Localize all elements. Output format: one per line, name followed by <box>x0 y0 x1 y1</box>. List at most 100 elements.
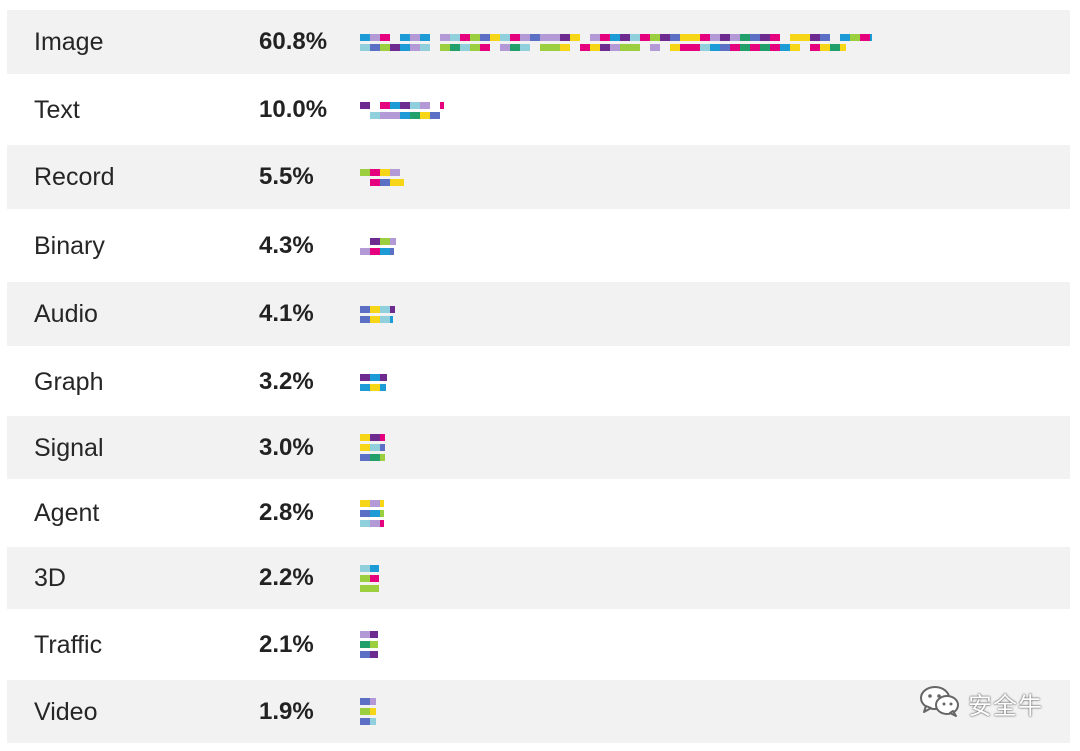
bar-segment <box>370 575 379 582</box>
bar-segment <box>380 238 390 245</box>
bar-segment <box>610 44 620 51</box>
bar-segment <box>640 44 650 51</box>
bar-segment <box>440 44 450 51</box>
chart-row: Traffic 2.1% <box>7 611 1070 678</box>
bar-segment <box>520 34 530 41</box>
bar-segment <box>380 306 390 313</box>
bar-segment <box>390 169 400 176</box>
bar-segment <box>770 34 780 41</box>
bar-segment <box>400 102 410 109</box>
bar-segment <box>760 34 770 41</box>
bar-segment <box>360 179 370 186</box>
bar-segment <box>710 34 720 41</box>
chart-row: 3D 2.2% <box>7 547 1070 609</box>
bar-segment <box>360 34 370 41</box>
bar-segment <box>630 44 640 51</box>
bar-segment <box>570 44 580 51</box>
bar-segment <box>850 34 860 41</box>
bar-segment <box>750 44 760 51</box>
bar <box>360 34 872 51</box>
bar <box>360 698 376 725</box>
bar <box>360 306 395 323</box>
bar-segment <box>430 112 440 119</box>
chart-row: Signal 3.0% <box>7 416 1070 479</box>
bar-segment <box>680 44 690 51</box>
bar-segment <box>540 44 550 51</box>
bar-segment <box>640 34 650 41</box>
bar-segment <box>370 374 380 381</box>
bar-segment <box>650 34 660 41</box>
bar-segment <box>380 444 385 451</box>
bar-segment <box>390 248 394 255</box>
value-label: 10.0% <box>259 96 328 123</box>
bar-segment <box>410 102 420 109</box>
bar-segment <box>390 34 400 41</box>
chart-row: Video 1.9% <box>7 680 1070 743</box>
bar-segment <box>380 454 385 461</box>
bar-segment <box>840 44 846 51</box>
bar-segment <box>370 169 380 176</box>
bar-segment <box>740 44 750 51</box>
value-label: 5.5% <box>259 163 314 190</box>
bar-segment <box>360 384 370 391</box>
bar-segment <box>520 44 530 51</box>
bar-segment <box>380 316 390 323</box>
bar-segment <box>390 238 396 245</box>
bar-segment <box>670 44 680 51</box>
bar-segment <box>440 34 450 41</box>
bar-segment <box>370 248 380 255</box>
bar-segment <box>620 44 630 51</box>
value-label: 60.8% <box>259 28 328 55</box>
wechat-icon <box>918 684 962 723</box>
bar-segment <box>360 575 370 582</box>
bar-segment <box>820 44 830 51</box>
bar-segment <box>400 34 410 41</box>
category-label: Graph <box>34 368 104 396</box>
bar-segment <box>400 169 406 176</box>
bar-segment <box>370 112 380 119</box>
bar-segment <box>480 44 490 51</box>
value-label: 2.8% <box>259 499 314 526</box>
bar-segment <box>370 698 376 705</box>
bar-segment <box>790 44 800 51</box>
bar-segment <box>370 384 380 391</box>
bar-segment <box>360 169 370 176</box>
bar-segment <box>410 44 420 51</box>
bar-segment <box>360 238 370 245</box>
bar-segment <box>390 316 393 323</box>
bar-segment <box>450 34 460 41</box>
bar-segment <box>810 34 820 41</box>
bar-segment <box>360 112 370 119</box>
bar-segment <box>380 179 390 186</box>
bar <box>360 500 384 527</box>
bar-segment <box>360 631 370 638</box>
bar-segment <box>700 34 710 41</box>
category-label: Video <box>34 698 98 726</box>
bar-segment <box>360 585 370 592</box>
bar-segment <box>370 651 378 658</box>
bar-segment <box>610 34 620 41</box>
bar-segment <box>360 44 370 51</box>
bar-segment <box>370 500 380 507</box>
bar-segment <box>530 34 540 41</box>
bar-segment <box>420 102 430 109</box>
bar-segment <box>730 34 740 41</box>
bar-segment <box>590 34 600 41</box>
bar-segment <box>380 510 384 517</box>
bar-segment <box>530 44 540 51</box>
bar-segment <box>720 34 730 41</box>
bar-segment <box>360 444 370 451</box>
bar-segment <box>740 34 750 41</box>
bar-segment <box>690 34 700 41</box>
chart-row: Graph 3.2% <box>7 348 1070 416</box>
bar-segment <box>370 44 380 51</box>
category-label: Record <box>34 163 115 191</box>
bar-segment <box>660 34 670 41</box>
value-label: 3.0% <box>259 434 314 461</box>
bar-segment <box>750 34 760 41</box>
bar-segment <box>600 44 610 51</box>
bar-segment <box>700 44 710 51</box>
value-label: 4.1% <box>259 300 314 327</box>
bar-segment <box>500 34 510 41</box>
bar-segment <box>570 34 580 41</box>
